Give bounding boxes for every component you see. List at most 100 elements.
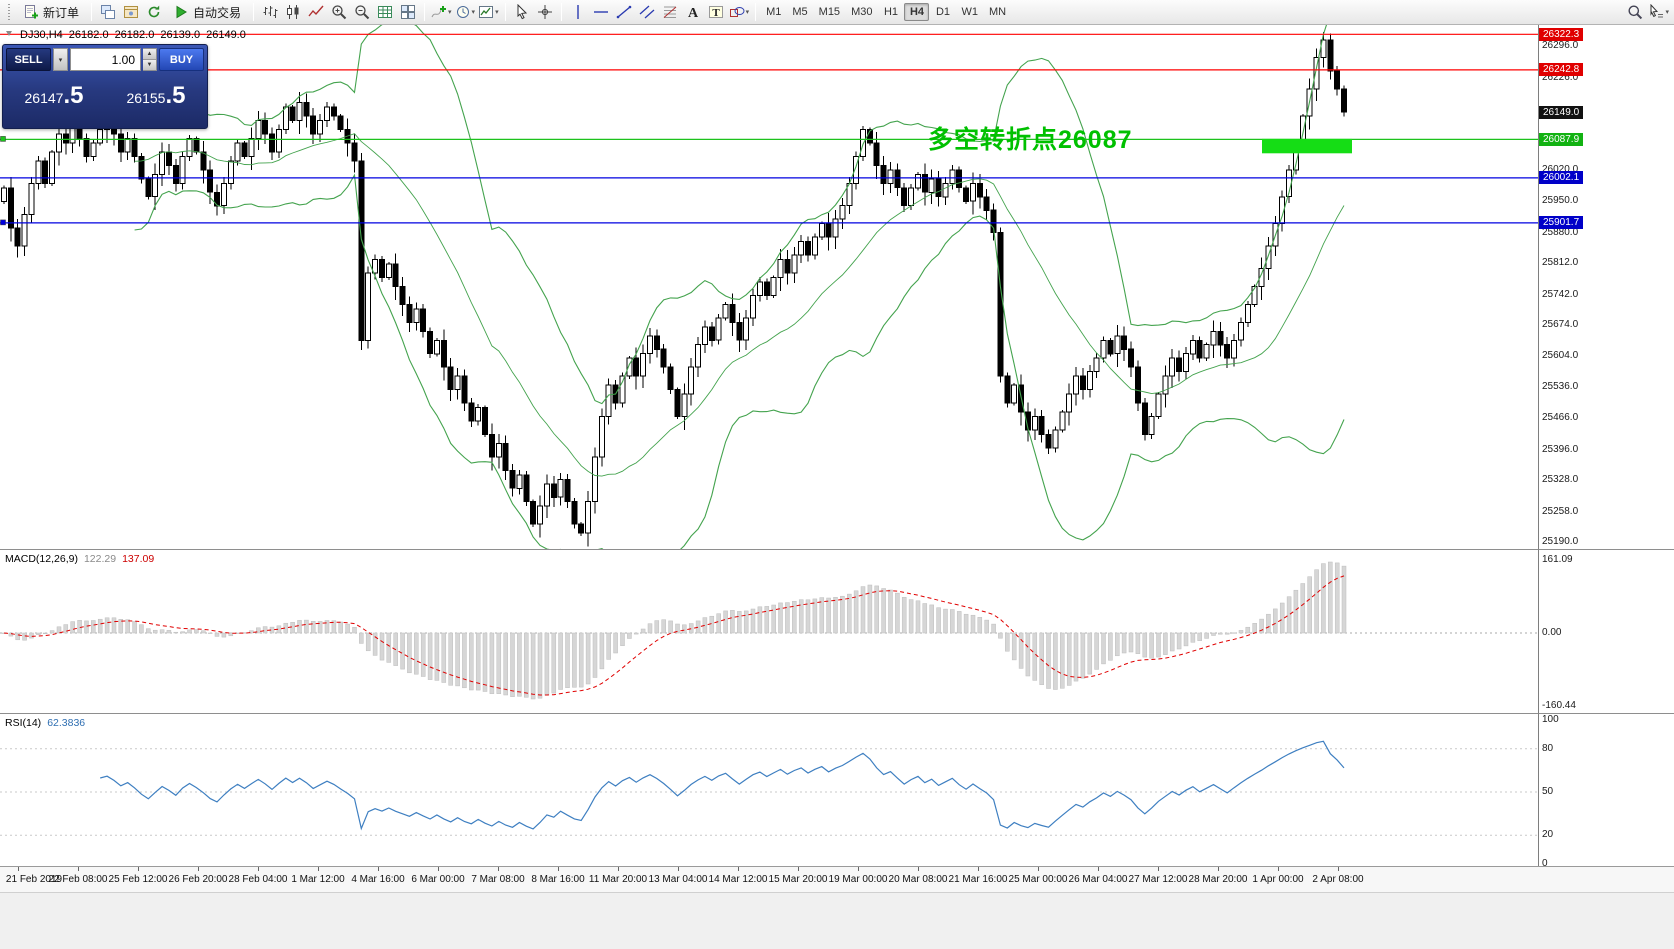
indicators-button[interactable]: ▾ xyxy=(430,2,453,22)
time-axis[interactable]: 21 Feb 2019 22 Feb 08:00 25 Feb 12:00 26 Fe… xyxy=(0,866,1674,892)
dropdown-arrow-icon[interactable]: ▾ xyxy=(1665,9,1669,16)
quick-navigation-button[interactable]: ▾ xyxy=(1647,2,1670,22)
shapes-button[interactable]: ▾ xyxy=(728,2,751,22)
periods-button[interactable]: ▾ xyxy=(454,2,477,22)
volume-dropdown[interactable]: ▾ xyxy=(53,48,68,71)
text-label-button[interactable]: T xyxy=(705,2,727,22)
buy-button[interactable]: BUY xyxy=(159,48,204,71)
horizontal-line-icon xyxy=(593,4,609,20)
text-button[interactable]: A xyxy=(682,2,704,22)
buy-price[interactable]: 26155.5 xyxy=(126,82,186,109)
windows-button[interactable] xyxy=(97,2,119,22)
cursor-icon xyxy=(514,4,530,20)
time-tick xyxy=(498,867,499,871)
price-label: 25258.0 xyxy=(1542,505,1579,517)
refresh-button[interactable] xyxy=(143,2,165,22)
profiles-button[interactable] xyxy=(120,2,142,22)
price-line-label: 26002.1 xyxy=(1539,171,1584,185)
autotrading-button[interactable]: 自动交易 xyxy=(166,2,248,22)
crosshair-icon xyxy=(537,4,553,20)
line-anchor-handle[interactable] xyxy=(0,136,6,142)
price-label: 25328.0 xyxy=(1542,474,1579,486)
price-line-label: 26087.9 xyxy=(1539,132,1584,146)
price-line-label: 26149.0 xyxy=(1539,105,1584,119)
time-label: 1 Apr 00:00 xyxy=(1252,874,1304,885)
line-anchor-handle[interactable] xyxy=(0,219,6,226)
zoom-out-button[interactable] xyxy=(351,2,373,22)
time-label: 25 Feb 12:00 xyxy=(108,874,168,885)
line-chart-icon xyxy=(308,4,324,20)
dropdown-arrow-icon[interactable]: ▾ xyxy=(448,9,452,16)
bar-chart-mode-button[interactable] xyxy=(259,2,281,22)
sell-button[interactable]: SELL xyxy=(6,48,51,71)
trendline-button[interactable] xyxy=(613,2,635,22)
vertical-line-button[interactable] xyxy=(567,2,589,22)
chart-ohlc-header: DJ30,H4 26182.0 26182.0 26139.0 26149.0 xyxy=(4,28,246,41)
timeframe-m30[interactable]: M30 xyxy=(851,6,873,18)
timeframe-w1[interactable]: W1 xyxy=(961,6,978,18)
timeframe-m1[interactable]: M1 xyxy=(766,6,782,18)
volume-step-up-icon[interactable]: ▲ xyxy=(143,49,156,60)
horizontal-line-button[interactable] xyxy=(590,2,612,22)
new-order-button[interactable]: 新订单 xyxy=(16,2,86,22)
time-label: 4 Mar 16:00 xyxy=(351,874,405,885)
dropdown-arrow-icon[interactable]: ▾ xyxy=(495,9,499,16)
volume-step-down-icon[interactable]: ▼ xyxy=(143,60,156,70)
price-label: 26296.0 xyxy=(1542,40,1579,52)
volume-input[interactable]: 1.00 xyxy=(70,48,141,71)
rsi-axis-label: 100 xyxy=(1542,714,1559,725)
rsi-chart[interactable] xyxy=(0,714,1538,871)
rsi-panel[interactable]: RSI(14) 62.3836 xyxy=(0,713,1538,866)
cursor-button[interactable] xyxy=(511,2,533,22)
volume-stepper[interactable]: ▲ ▼ xyxy=(143,48,157,71)
grid-button[interactable] xyxy=(374,2,396,22)
search-button[interactable] xyxy=(1624,2,1646,22)
tile-windows-button[interactable] xyxy=(397,2,419,22)
timeframe-mn[interactable]: MN xyxy=(988,6,1007,18)
candlestick-chart[interactable] xyxy=(0,25,1538,549)
crosshair-button[interactable] xyxy=(534,2,556,22)
macd-axis[interactable]: 161.09 0.00 -160.44 xyxy=(1538,549,1674,713)
new-order-icon xyxy=(23,4,39,20)
zoom-in-button[interactable] xyxy=(328,2,350,22)
svg-text:A: A xyxy=(688,6,699,20)
pointer-menu-icon xyxy=(1648,4,1664,20)
time-label: 28 Mar 20:00 xyxy=(1188,874,1248,885)
dropdown-arrow-icon[interactable]: ▾ xyxy=(745,9,750,16)
timeframe-m5[interactable]: M5 xyxy=(792,6,808,18)
highlight-rectangle-object[interactable] xyxy=(1262,138,1352,154)
equidistant-channel-button[interactable] xyxy=(636,2,658,22)
high-value: 26182.0 xyxy=(114,28,155,41)
zoom-out-icon xyxy=(354,4,370,20)
time-label: 19 Mar 00:00 xyxy=(828,874,888,885)
macd-chart[interactable] xyxy=(0,550,1538,718)
main-chart-area[interactable]: DJ30,H4 26182.0 26182.0 26139.0 26149.0 … xyxy=(0,25,1538,549)
price-label: 25536.0 xyxy=(1542,380,1579,392)
time-tick xyxy=(558,867,559,871)
chart-annotation-text[interactable]: 多空转折点26087 xyxy=(928,126,1133,154)
time-tick xyxy=(318,867,319,871)
sell-price[interactable]: 26147.5 xyxy=(24,82,84,109)
timeframe-m15[interactable]: M15 xyxy=(818,6,841,18)
text-label-icon: T xyxy=(708,4,724,20)
rsi-axis[interactable]: 100 80 50 20 0 xyxy=(1538,713,1674,866)
timeframe-d1[interactable]: D1 xyxy=(935,6,950,18)
time-label: 11 Mar 20:00 xyxy=(588,874,648,885)
toolbar-grip[interactable] xyxy=(7,4,12,20)
candlestick-mode-button[interactable] xyxy=(282,2,304,22)
grid-icon xyxy=(377,4,393,20)
timeframe-h4[interactable]: H4 xyxy=(904,3,930,21)
macd-axis-label: 0.00 xyxy=(1542,627,1562,638)
macd-panel[interactable]: MACD(12,26,9) 122.29 137.09 xyxy=(0,549,1538,713)
timeframe-h1[interactable]: H1 xyxy=(883,6,898,18)
profiles-icon xyxy=(123,4,139,20)
dropdown-arrow-icon[interactable]: ▾ xyxy=(471,9,476,16)
fibonacci-button[interactable] xyxy=(659,2,681,22)
price-label: 26020.0 xyxy=(1542,163,1579,175)
line-chart-mode-button[interactable] xyxy=(305,2,327,22)
rsi-axis-label: 80 xyxy=(1542,743,1554,754)
one-click-toggle-icon[interactable] xyxy=(4,28,14,41)
templates-button[interactable]: ▾ xyxy=(477,2,500,22)
price-axis[interactable]: 26296.0 26226.0 26020.0 25950.0 25880.0 25812… xyxy=(1538,25,1674,549)
